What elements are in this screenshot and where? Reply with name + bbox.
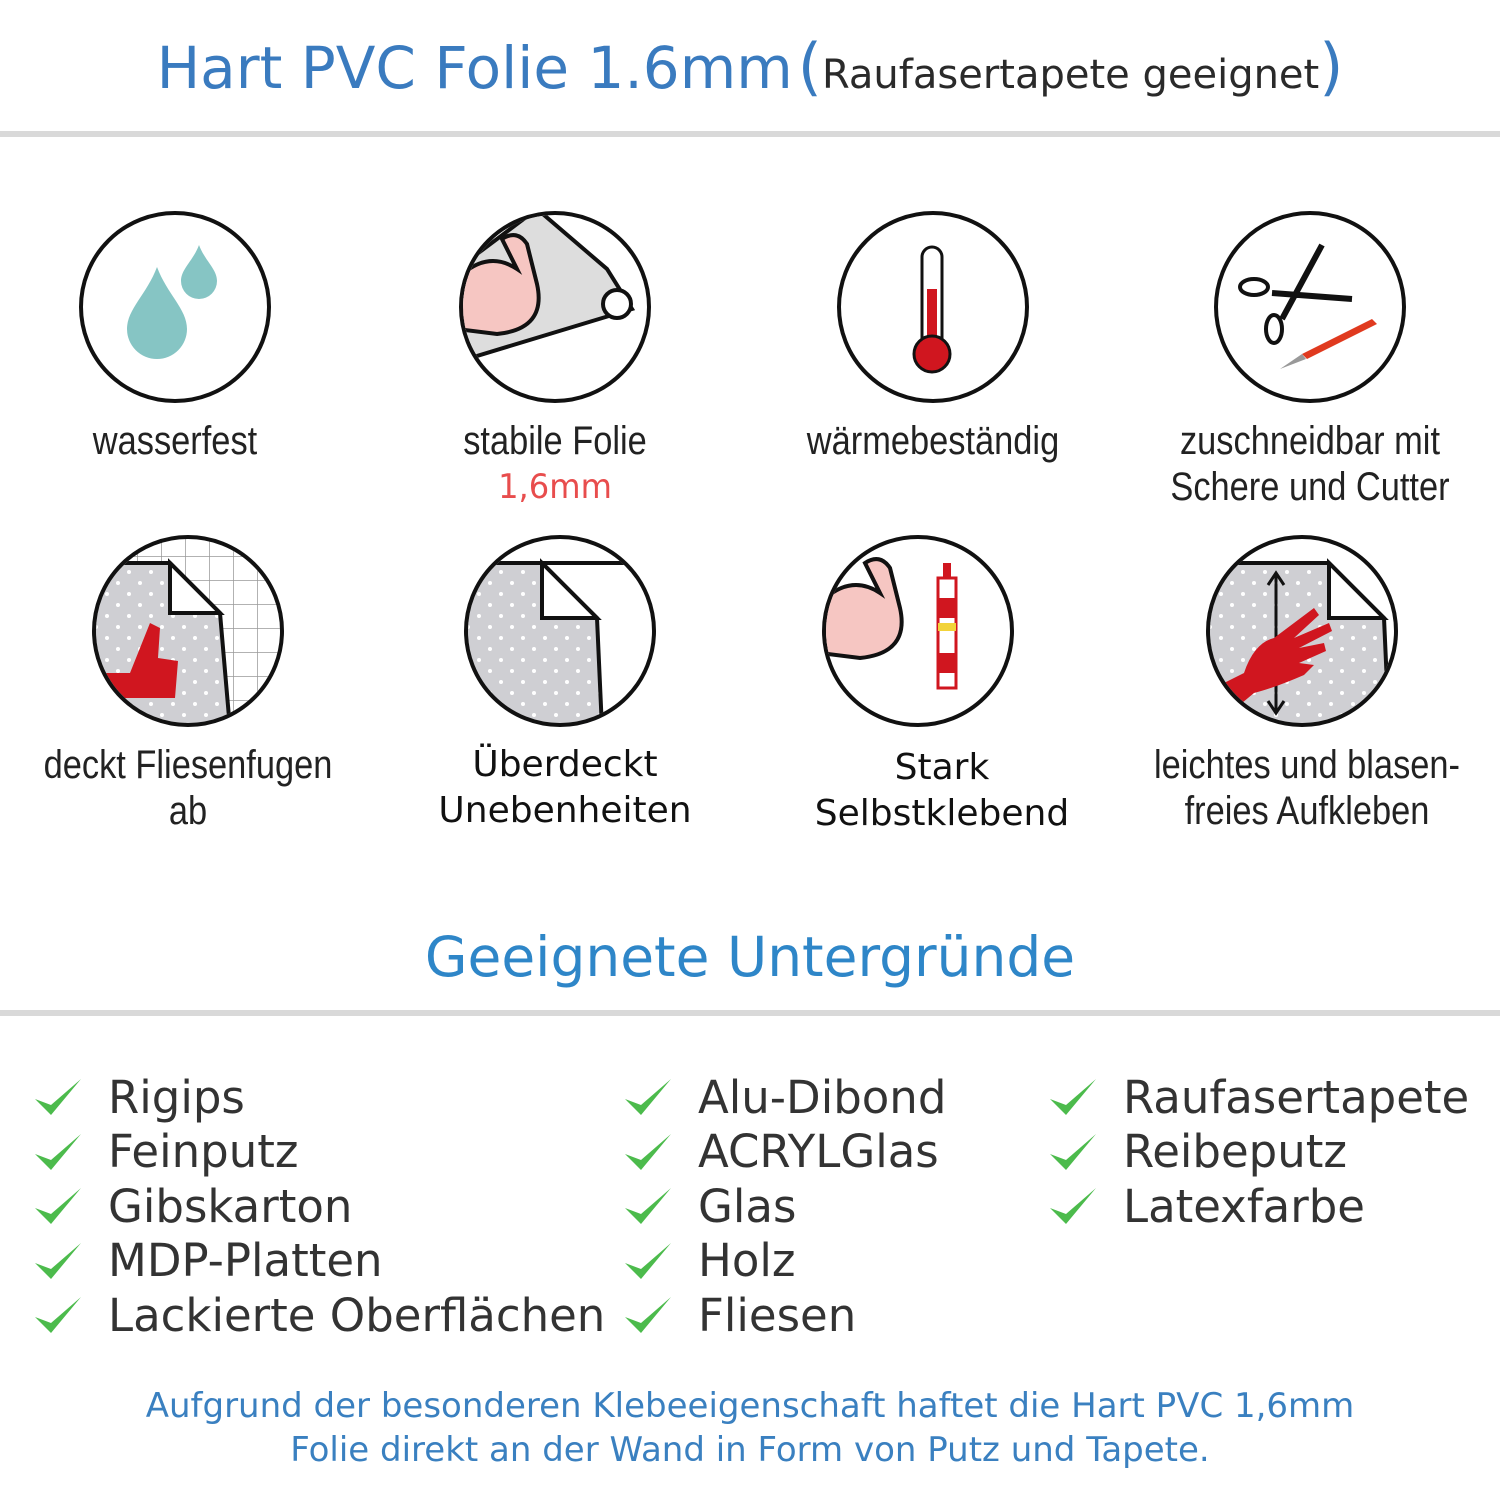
label-line: zuschneidbar mit	[1179, 419, 1441, 463]
surface-item: Rigips	[33, 1070, 245, 1124]
check-icon	[35, 1133, 81, 1170]
foil-cover-icon	[464, 535, 656, 727]
surface-label: Latexfarbe	[1123, 1179, 1365, 1233]
feature-label-heat-resistant: wärmebeständig	[806, 419, 1060, 463]
feature-label-stable-foil: stabile Folie 1,6mm	[392, 418, 719, 510]
surface-item: Reibeputz	[1048, 1125, 1347, 1179]
check-icon	[35, 1242, 81, 1279]
feature-label-waterproof: wasserfest	[92, 419, 258, 463]
surface-label: Raufasertapete	[1123, 1070, 1470, 1124]
surface-label: Feinputz	[108, 1125, 299, 1178]
footer-line: Aufgrund der besonderen Klebeeigenschaft…	[145, 1386, 1355, 1426]
check-icon	[1050, 1188, 1096, 1224]
surface-label: Lackierte Oberflächen	[108, 1288, 606, 1342]
surface-item: Latexfarbe	[1048, 1179, 1365, 1233]
surface-label: Fliesen	[698, 1288, 857, 1342]
surface-label: Reibeputz	[1123, 1125, 1348, 1178]
title-paren-close: )	[1319, 30, 1344, 103]
strong-arm-foil-icon	[459, 211, 651, 403]
check-icon	[625, 1079, 671, 1115]
label-line: leichtes und blasen-	[1154, 743, 1460, 787]
label-line: Selbstklebend	[814, 793, 1070, 834]
title-subtitle: Raufasertapete geeignet	[822, 52, 1320, 98]
surface-label: MDP-Platten	[108, 1234, 383, 1287]
water-drops-icon	[79, 211, 271, 403]
check-icon	[625, 1242, 671, 1279]
feature-label-covers-joints: deckt Fliesenfugen ab	[43, 743, 333, 833]
surface-item: Alu-Dibond	[623, 1070, 946, 1124]
footer-note: Aufgrund der besonderen Klebeeigenschaft…	[0, 1384, 1500, 1472]
strong-arm-glue-icon	[822, 535, 1014, 727]
surface-item: Lackierte Oberflächen	[33, 1288, 605, 1342]
check-icon	[35, 1188, 81, 1224]
thermometer-icon	[837, 211, 1029, 403]
surface-item: Fliesen	[623, 1288, 856, 1342]
check-icon	[625, 1188, 671, 1224]
feature-label-easy-application: leichtes und blasen- freies Aufkleben	[1144, 742, 1471, 834]
thickness-highlight: 1,6mm	[498, 467, 612, 507]
feature-label-cuttable: zuschneidbar mit Schere und Cutter	[1147, 418, 1474, 510]
surface-label: Gibskarton	[108, 1179, 353, 1233]
check-icon	[625, 1297, 671, 1333]
feature-label-covers-unevenness: Überdeckt Unebenheiten	[375, 742, 755, 834]
surface-item: Raufasertapete	[1048, 1070, 1469, 1124]
page-title: Hart PVC Folie 1.6mm (Raufasertapete gee…	[0, 30, 1500, 103]
surface-item: Holz	[623, 1234, 796, 1288]
surface-label: Glas	[698, 1179, 797, 1233]
surface-label: ACRYLGlas	[698, 1125, 939, 1178]
divider	[0, 131, 1500, 137]
title-main: Hart PVC Folie 1.6mm	[156, 34, 793, 102]
surface-label: Rigips	[108, 1070, 245, 1124]
scissors-cutter-icon	[1214, 211, 1406, 403]
surface-label: Holz	[698, 1234, 796, 1287]
feature-label-text: stabile Folie	[463, 419, 647, 463]
title-paren-open: (	[797, 30, 822, 103]
check-icon	[1050, 1079, 1096, 1115]
hand-smoothing-icon	[1206, 535, 1398, 727]
surface-item: MDP-Platten	[33, 1234, 383, 1288]
check-icon	[35, 1297, 81, 1333]
surface-item: Feinputz	[33, 1125, 298, 1179]
feature-label-self-adhesive: Stark Selbstklebend	[752, 745, 1132, 837]
surface-item: ACRYLGlas	[623, 1125, 939, 1179]
surfaces-heading: Geeignete Untergründe	[424, 925, 1076, 989]
check-icon	[35, 1079, 81, 1115]
surface-label: Alu-Dibond	[698, 1070, 947, 1124]
check-icon	[1050, 1133, 1096, 1170]
surface-item: Gibskarton	[33, 1179, 352, 1233]
label-line: Unebenheiten	[438, 790, 692, 831]
surface-item: Glas	[623, 1179, 796, 1233]
label-line: freies Aufkleben	[1184, 789, 1430, 833]
footer-line: Folie direkt an der Wand in Form von Put…	[290, 1430, 1210, 1470]
divider	[0, 1010, 1500, 1016]
label-line: Stark	[894, 747, 990, 788]
label-line: Überdeckt	[472, 744, 658, 785]
label-line: Schere und Cutter	[1170, 465, 1450, 509]
thumbs-up-tiles-icon	[92, 535, 284, 727]
check-icon	[625, 1133, 671, 1170]
